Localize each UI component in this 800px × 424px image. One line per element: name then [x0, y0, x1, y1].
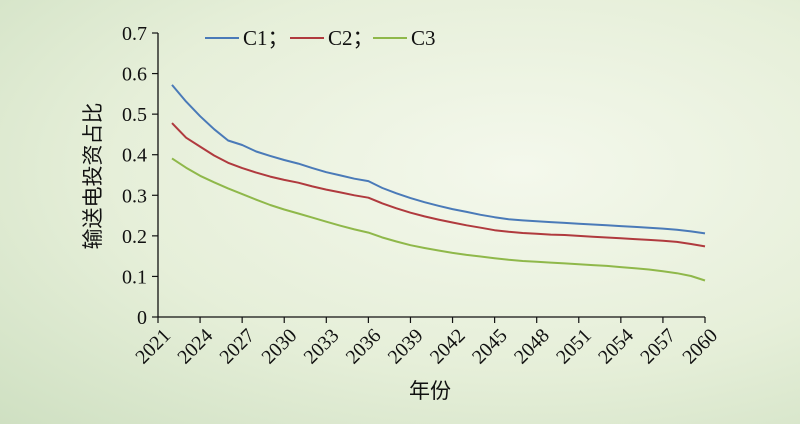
x-tick-label: 2048	[510, 325, 554, 369]
legend-label: C2；	[328, 26, 374, 50]
x-ticks: 2021202420272030203320362039204220452048…	[131, 317, 722, 368]
y-ticks: 0 0.1 0.2 0.3 0.4 0.5 0.6 0.7	[122, 23, 158, 329]
series-line-c3	[171, 157, 706, 282]
y-tick-label: 0.7	[122, 23, 147, 45]
x-tick-label: 2033	[300, 325, 344, 369]
series-line-c2	[171, 122, 706, 248]
x-tick-label: 2036	[342, 325, 386, 369]
y-tick-label: 0.4	[122, 145, 147, 167]
y-tick-label: 0.5	[122, 104, 147, 126]
x-axis-title: 年份	[409, 379, 451, 403]
legend-label: C3	[411, 26, 436, 50]
x-tick-label: 2024	[173, 325, 217, 369]
x-tick-label: 2042	[426, 325, 470, 369]
x-tick-label: 2054	[594, 325, 638, 369]
legend-label: C1；	[243, 26, 289, 50]
x-tick-label: 2057	[636, 325, 680, 369]
x-tick-label: 2051	[552, 325, 596, 369]
series-line-c1	[171, 84, 706, 235]
x-tick-label: 2060	[678, 325, 722, 369]
axes	[157, 33, 705, 318]
x-tick-label: 2027	[215, 325, 259, 369]
y-tick-label: 0.1	[122, 266, 147, 288]
y-axis-title: 输送电投资占比	[81, 103, 105, 250]
x-tick-label: 2021	[131, 325, 175, 369]
y-tick-label: 0	[137, 307, 147, 329]
y-tick-label: 0.3	[122, 185, 147, 207]
series-lines	[171, 84, 706, 282]
legend: C1； C2； C3	[205, 26, 436, 50]
x-tick-label: 2039	[384, 325, 428, 369]
y-tick-label: 0.6	[122, 64, 147, 86]
x-tick-label: 2045	[468, 325, 512, 369]
x-tick-label: 2030	[258, 325, 302, 369]
y-tick-label: 0.2	[122, 226, 147, 248]
